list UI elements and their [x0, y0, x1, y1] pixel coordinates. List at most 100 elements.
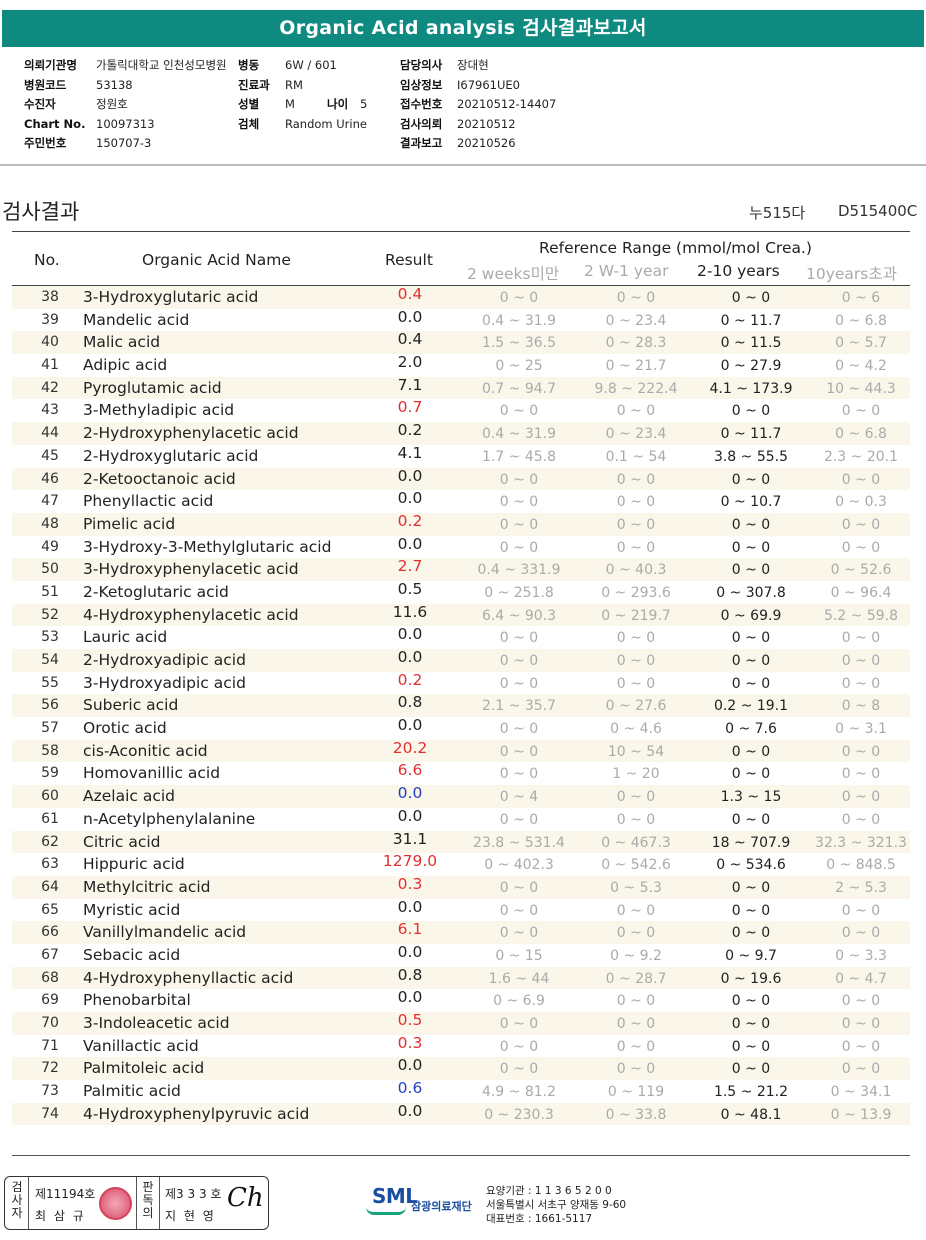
info-row: 의뢰기관명 가톨릭대학교 인천성모병원: [24, 56, 227, 76]
table-row: 45 2-Hydroxyglutaric acid 4.1 1.7 ~ 45.8 0.1…: [12, 443, 910, 468]
range-2w-1-year: 0 ~ 9.2: [610, 947, 662, 964]
range-under-2-weeks: 0 ~ 0: [499, 653, 539, 669]
range-over-10-years: 0 ~ 8: [841, 698, 881, 715]
info-value: 5: [360, 97, 368, 111]
table-row: 73 Palmitic acid 0.6 4.9 ~ 81.2 0 ~ 119 1.5 ~…: [12, 1079, 910, 1103]
table-row: 64 Methylcitric acid 0.3 0 ~ 0 0 ~ 5.3 0 ~ 0 2…: [12, 874, 910, 899]
acid-name: Vanillactic acid: [83, 1036, 199, 1055]
range-2w-1-year: 0 ~ 0: [616, 1016, 656, 1032]
header-range-over-10y: 10years초과: [806, 265, 897, 283]
table-row: 56 Suberic acid 0.8 2.1 ~ 35.7 0 ~ 27.6 0.2 ~…: [12, 693, 910, 718]
info-label: 의뢰기관명: [24, 58, 77, 72]
range-2w-1-year: 0 ~ 27.6: [605, 698, 667, 715]
range-2w-1-year: 0 ~ 119: [607, 1084, 665, 1101]
info-label: 나이: [327, 97, 349, 111]
range-2w-1-year: 0.1 ~ 54: [605, 448, 667, 465]
info-row: 접수번호 20210512-14407: [400, 95, 556, 115]
result-value: 0.0: [397, 988, 423, 1007]
range-2w-1-year: 0 ~ 0: [616, 1061, 656, 1078]
range-2w-1-year: 0 ~ 0: [616, 471, 656, 488]
info-label: 담당의사: [400, 58, 443, 72]
info-value: 53138: [96, 77, 133, 92]
range-2-10-years: 0 ~ 9.7: [725, 947, 777, 964]
reviewer-label: 판독의: [142, 1180, 154, 1220]
range-under-2-weeks: 1.6 ~ 44: [488, 970, 550, 987]
sml-logo: SML: [372, 1184, 418, 1208]
header-range-2-10y: 2-10 years: [697, 262, 780, 280]
table-row: 43 3-Methyladipic acid 0.7 0 ~ 0 0 ~ 0 0 ~ 0 0…: [12, 398, 910, 422]
row-number: 55: [41, 674, 59, 691]
table-row: 63 Hippuric acid 1279.0 0 ~ 402.3 0 ~ 542.6 0…: [12, 852, 910, 876]
range-over-10-years: 0 ~ 0: [841, 630, 881, 647]
range-2-10-years: 0 ~ 0: [731, 630, 771, 647]
range-2w-1-year: 0 ~ 0: [616, 653, 656, 669]
row-number: 41: [41, 357, 59, 374]
result-value: 4.1: [397, 443, 423, 462]
header-range-under-2w: 2 weeks미만: [467, 265, 560, 283]
range-2-10-years: 0 ~ 534.6: [716, 857, 786, 874]
range-2w-1-year: 0 ~ 542.6: [601, 857, 671, 874]
acid-name: Phenyllactic acid: [83, 492, 214, 511]
row-number: 40: [41, 334, 59, 351]
range-under-2-weeks: 0 ~ 15: [495, 947, 543, 964]
range-over-10-years: 0 ~ 0: [841, 743, 881, 760]
logo-swoosh-icon: [366, 1207, 406, 1215]
table-row: 38 3-Hydroxyglutaric acid 0.4 0 ~ 0 0 ~ 0 0 ~…: [12, 285, 910, 309]
range-under-2-weeks: 0 ~ 0: [499, 630, 539, 647]
range-2w-1-year: 0 ~ 5.3: [610, 879, 662, 896]
table-row: 62 Citric acid 31.1 23.8 ~ 531.4 0 ~ 467.3 18…: [12, 830, 910, 854]
range-2-10-years: 0 ~ 69.9: [720, 607, 782, 624]
section-title: 검사결과: [2, 200, 80, 224]
result-value: 0.4: [397, 285, 423, 303]
result-value: 0.0: [397, 897, 423, 916]
range-2-10-years: 0 ~ 0: [731, 539, 771, 556]
table-row: 49 3-Hydroxy-3-Methylglutaric acid 0.0 0 ~ …: [12, 534, 910, 559]
info-value: 가톨릭대학교 인천성모병원: [96, 58, 227, 72]
info-divider: [0, 164, 926, 166]
range-under-2-weeks: 0.4 ~ 31.9: [481, 426, 557, 443]
range-2w-1-year: 0 ~ 0: [616, 902, 656, 919]
range-2-10-years: 0 ~ 10.7: [720, 494, 782, 511]
range-2w-1-year: 10 ~ 54: [607, 743, 665, 760]
range-2w-1-year: 0 ~ 21.7: [605, 358, 667, 375]
range-over-10-years: 0 ~ 96.4: [830, 584, 892, 601]
info-label: 결과보고: [400, 136, 443, 150]
result-value: 0.0: [397, 534, 423, 553]
row-number: 70: [41, 1015, 59, 1031]
table-row: 70 3-Indoleacetic acid 0.5 0 ~ 0 0 ~ 0 0 ~ 0 0…: [12, 1011, 910, 1035]
table-row: 58 cis-Aconitic acid 20.2 0 ~ 0 10 ~ 54 0 ~ 0…: [12, 739, 910, 763]
range-2-10-years: 0 ~ 0: [731, 675, 771, 692]
acid-name: 4-Hydroxyphenyllactic acid: [83, 968, 294, 987]
row-number: 56: [41, 697, 59, 714]
range-2w-1-year: 0 ~ 28.7: [605, 970, 667, 987]
range-over-10-years: 0 ~ 0: [841, 1038, 881, 1055]
row-number: 57: [41, 720, 59, 737]
acid-name: Myristic acid: [83, 900, 181, 919]
result-value: 0.3: [397, 874, 423, 893]
range-2-10-years: 0 ~ 0: [731, 1038, 771, 1055]
range-2-10-years: 0 ~ 0: [731, 766, 771, 783]
info-right-column: 담당의사 장대현 임상정보 I67961UE0 접수번호 20210512-14407…: [400, 56, 556, 154]
range-2-10-years: 0 ~ 0: [731, 653, 771, 669]
range-2-10-years: 0 ~ 0: [731, 562, 771, 579]
row-number: 73: [41, 1083, 59, 1100]
sample-id: D515400C: [838, 202, 918, 220]
row-number: 71: [41, 1037, 59, 1054]
range-over-10-years: 2.3 ~ 20.1: [823, 448, 899, 465]
result-value: 0.0: [397, 806, 423, 825]
acid-name: Azelaic acid: [83, 787, 176, 806]
result-value: 0.6: [397, 1079, 423, 1098]
result-value: 0.2: [397, 670, 423, 689]
range-under-2-weeks: 0 ~ 0: [499, 471, 539, 488]
range-under-2-weeks: 0 ~ 0: [499, 1038, 539, 1055]
range-under-2-weeks: 0 ~ 0: [499, 721, 539, 738]
acid-name: Phenobarbital: [83, 991, 191, 1010]
row-number: 69: [41, 992, 59, 1009]
range-2-10-years: 0 ~ 7.6: [725, 721, 777, 738]
row-number: 58: [41, 742, 59, 759]
range-over-10-years: 0 ~ 0.3: [835, 494, 887, 511]
row-number: 67: [41, 946, 59, 963]
table-row: 47 Phenyllactic acid 0.0 0 ~ 0 0 ~ 0 0 ~ 10.7…: [12, 489, 910, 513]
range-under-2-weeks: 0 ~ 0: [499, 403, 539, 420]
range-2-10-years: 1.5 ~ 21.2: [713, 1084, 789, 1101]
